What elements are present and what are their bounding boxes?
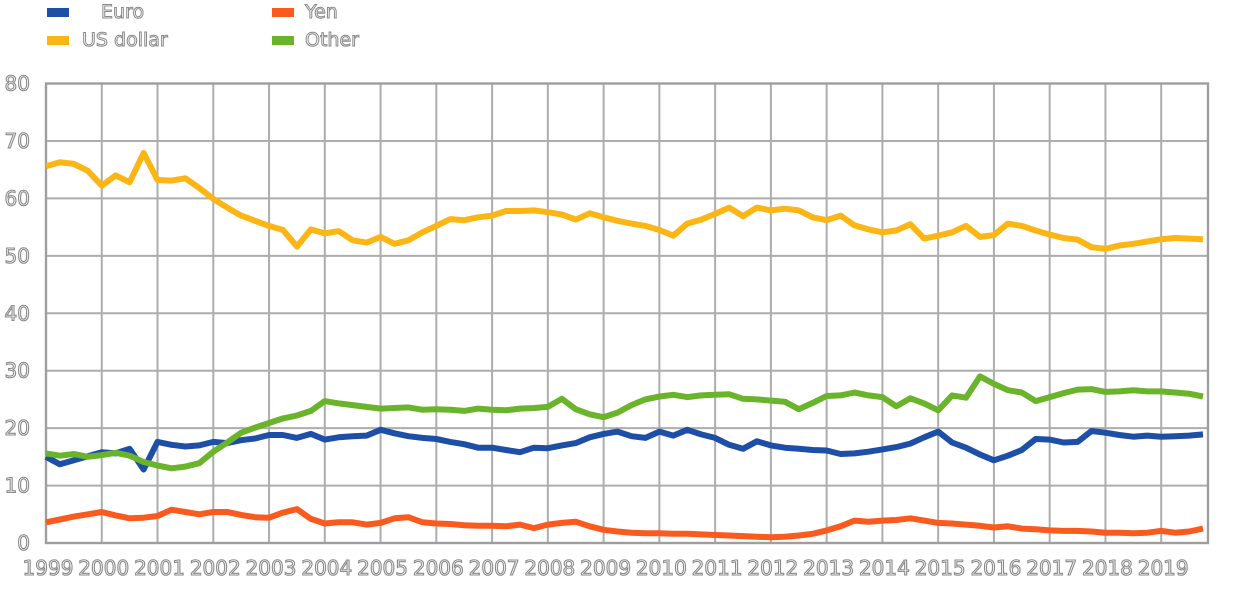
y-tick-label: 50 <box>5 244 30 268</box>
x-tick-label: 2008 <box>524 556 575 580</box>
series-lines <box>44 150 1204 541</box>
x-tick-label: 1999 <box>23 556 74 580</box>
x-tick-label: 2013 <box>803 556 854 580</box>
plot-frame <box>44 82 1210 545</box>
x-tick-label: 2014 <box>859 556 910 580</box>
y-tick-label: 70 <box>5 129 30 153</box>
x-tick-label: 2000 <box>78 556 129 580</box>
legend-label-other: Other <box>305 29 360 52</box>
x-tick-label: 2001 <box>134 556 185 580</box>
x-tick-label: 2010 <box>636 556 687 580</box>
y-tick-label: 60 <box>5 186 30 210</box>
series-line-euro <box>44 426 1204 473</box>
x-tick-label: 2012 <box>747 556 798 580</box>
x-tick-label: 2009 <box>580 556 631 580</box>
legend-swatch-euro <box>47 8 69 17</box>
x-tick-label: 2002 <box>190 556 241 580</box>
x-axis-labels: 1999 2000 2001 2002 2003 2004 2005 2006 2007 2008… <box>22 555 1189 580</box>
y-tick-label: 30 <box>5 359 30 383</box>
x-tick-label: 2011 <box>692 556 743 580</box>
x-tick-label: 2007 <box>469 556 520 580</box>
legend: Euro US dollar Yen Other <box>0 0 1240 60</box>
x-tick-label: 2016 <box>970 556 1021 580</box>
x-tick-label: 2019 <box>1138 556 1189 580</box>
x-tick-label: 2017 <box>1026 556 1077 580</box>
y-tick-label: 0 <box>17 531 30 555</box>
legend-swatch-yen <box>272 8 294 17</box>
legend-label-yen: Yen <box>305 1 339 24</box>
legend-swatch-us-dollar <box>47 36 69 45</box>
x-tick-label: 2003 <box>246 556 297 580</box>
x-tick-label: 2015 <box>915 556 966 580</box>
x-tick-label: 2018 <box>1082 556 1133 580</box>
series-line-other <box>45 373 1204 472</box>
y-axis-labels: 0 10 20 30 40 50 60 70 80 <box>4 71 31 556</box>
x-tick-label: 2006 <box>413 556 464 580</box>
series-line-us-dollar <box>45 150 1204 252</box>
y-tick-label: 80 <box>5 72 30 96</box>
legend-label-euro: Euro <box>100 1 145 24</box>
y-tick-label: 20 <box>5 416 30 440</box>
y-tick-label: 10 <box>5 474 30 498</box>
y-tick-label: 40 <box>5 301 30 325</box>
series-line-yen <box>45 506 1204 541</box>
gridlines <box>46 83 1208 543</box>
x-tick-label: 2005 <box>357 556 408 580</box>
legend-label-us-dollar: US dollar <box>82 29 169 52</box>
x-tick-label: 2004 <box>301 556 352 580</box>
legend-swatch-other <box>272 36 294 45</box>
